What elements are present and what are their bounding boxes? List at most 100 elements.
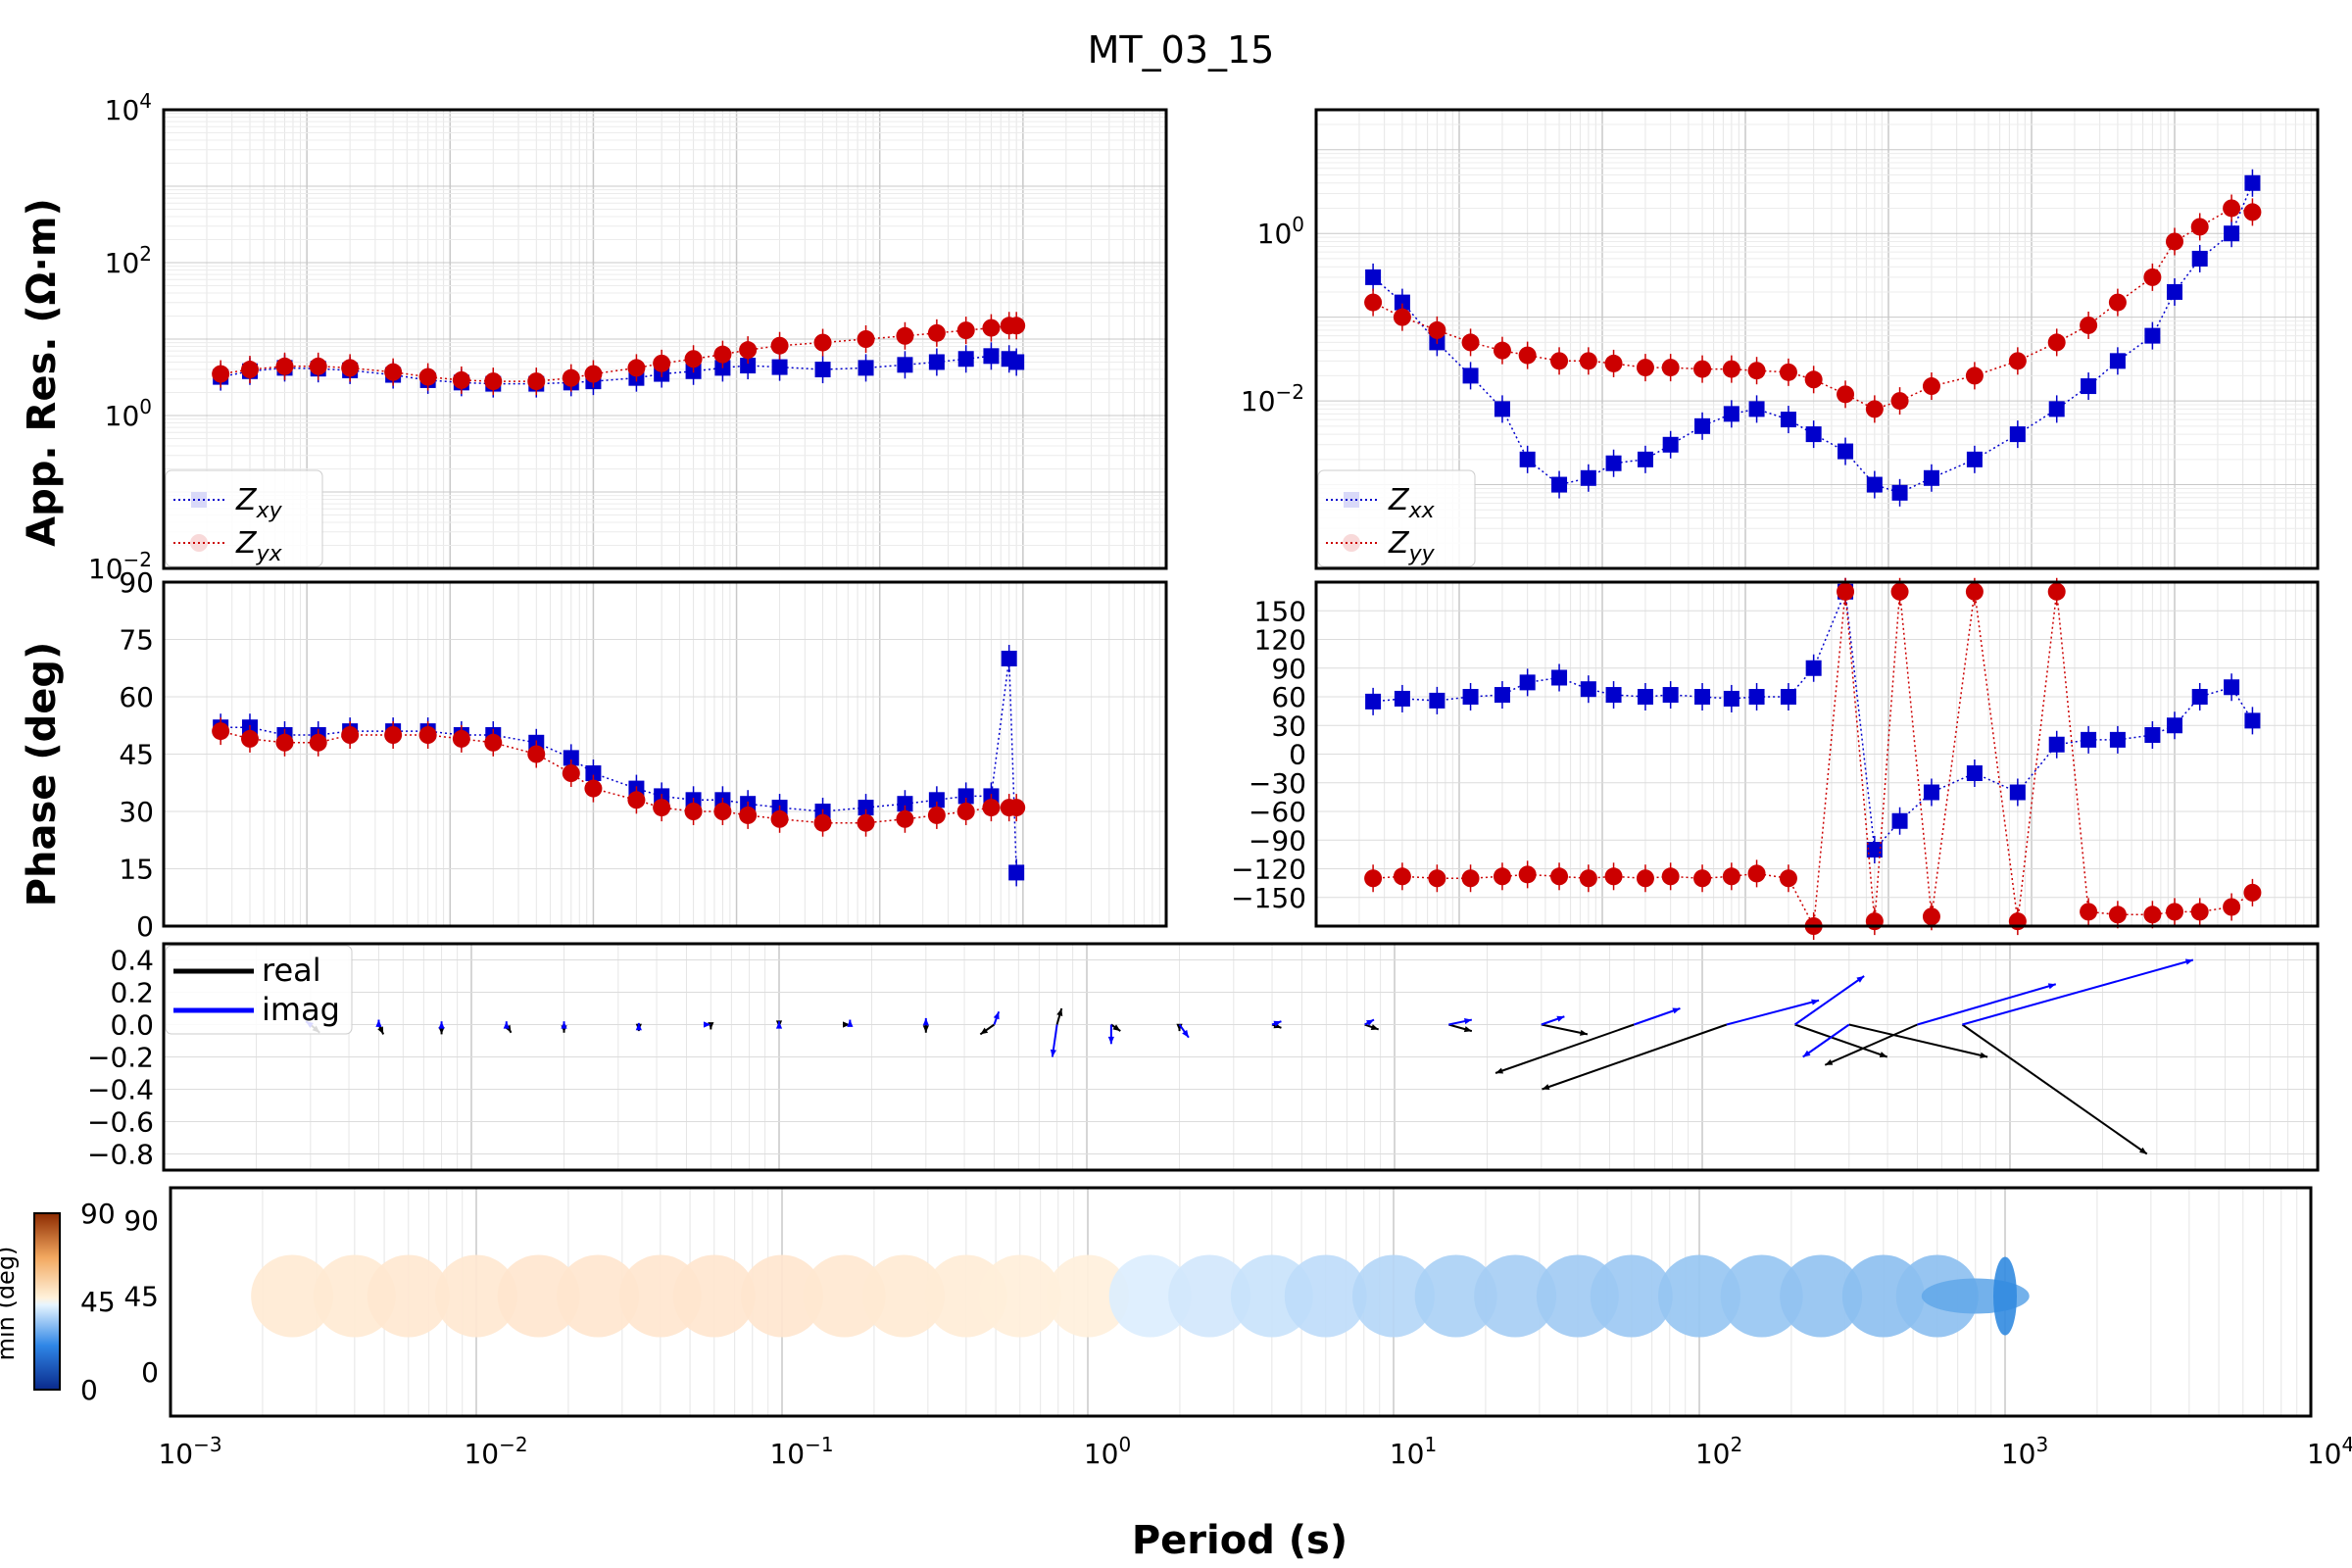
data-point-zyy [1747,864,1766,883]
data-point-zxx [2144,727,2161,743]
data-point-zxy [897,357,913,373]
phase-tensor-ellipse [803,1254,886,1338]
x-tick-label: 10−1 [769,1433,833,1470]
data-point-zyy [2166,232,2183,251]
y-tick-label: 90 [123,1204,159,1237]
y-tick-label: −0.4 [87,1074,154,1106]
data-point-zyx [562,764,580,782]
y-tick-label: 150 [1254,595,1306,627]
data-point-zyx [713,803,732,820]
induction-arrowhead-imag [1050,1049,1056,1057]
data-point-zyx [240,729,259,748]
data-point-zyy [1837,582,1855,601]
data-point-zyy [1461,869,1480,888]
data-point-zyx [739,806,758,824]
data-point-zyy [1518,346,1537,365]
data-point-zyx [982,318,1001,337]
data-point-zxx [1662,436,1679,453]
data-point-zxx [2048,401,2065,417]
legend-label: Zxy [235,483,283,523]
induction-arrowhead-imag [922,1017,929,1026]
series-line-zxy [220,658,1017,873]
induction-arrowhead-real [1879,1052,1887,1058]
data-point-zxx [1748,401,1765,417]
phase-tensor-ellipse [367,1254,450,1338]
data-point-zxx [1394,690,1410,707]
phase-tensor-ellipse [1414,1254,1497,1338]
phase-tensor-ellipse [1108,1254,1192,1338]
induction-arrowhead-imag [503,1021,510,1029]
induction-arrow-imag [1962,958,2194,1026]
data-point-zyy [1804,370,1823,389]
data-point-zyy [1493,867,1511,886]
apparent-resistivity-ylabel: App. Res. (Ω·m) [20,198,65,547]
y-tick-label: 90 [1271,653,1306,685]
y-tick-label: 10−2 [1241,380,1304,417]
data-point-zyx [484,733,503,752]
phase-tensor-ellipse [435,1254,517,1338]
data-point-zyx [956,321,975,340]
data-point-zxy [1008,354,1025,370]
data-point-zyx [484,372,503,391]
data-point-zxx [1462,689,1479,705]
legend-label: imag [262,991,340,1028]
data-point-zxy [858,360,874,376]
data-point-zyy [2108,906,2127,924]
data-point-zyx [684,350,703,368]
data-layer [190,169,2262,1338]
data-point-zyx [418,726,437,744]
data-point-zyy [1393,867,1411,886]
data-point-zxx [2144,327,2161,344]
induction-arrowhead-imag [1802,1050,1811,1057]
x-tick-label: 102 [1695,1433,1742,1470]
data-point-zyy [2243,883,2262,902]
data-point-zyy [2223,898,2241,916]
data-point-zyy [1579,352,1597,370]
data-point-zxy [928,354,945,370]
data-point-zxx [1662,687,1679,704]
data-point-zyy [2190,903,2209,921]
induction-arrowhead-imag [703,1021,711,1028]
data-point-zyx [857,813,875,832]
data-point-zxy [585,765,602,781]
panel-frame [1314,580,2320,928]
induction-arrow-imag [1634,1007,1681,1026]
data-point-zyx [813,813,832,832]
data-point-zxx [1723,406,1740,422]
data-point-zyx [857,330,875,348]
data-point-zyy [1693,360,1712,378]
y-tick-label: −0.6 [87,1106,154,1139]
induction-arrow-real [1848,1023,1988,1058]
data-point-zyy [1779,363,1797,381]
data-point-zxx [1891,812,1908,829]
induction-arrow-real [1961,1023,2148,1155]
x-tick-label: 10−3 [158,1433,221,1470]
induction-arrow-imag [1726,999,1820,1026]
phase-tensor-ellipse [741,1254,823,1338]
induction-arrowhead-real [1370,1024,1379,1030]
data-point-zyx [770,809,789,828]
induction-arrowhead-imag [1811,999,1820,1005]
y-tick-label: −60 [1249,796,1306,828]
data-point-zyy [1518,865,1537,884]
data-point-zxx [1891,484,1908,501]
phase-tensor-ellipse [1168,1254,1251,1338]
data-point-zyy [1693,869,1712,888]
data-point-zyy [1965,367,1984,385]
phase-tensor-ellipse [497,1254,580,1338]
data-point-zxx [2191,250,2208,267]
induction-arrowhead-imag [1273,1020,1282,1027]
legend-label: Zyx [235,526,283,566]
data-point-zyx [739,341,758,360]
induction-arrowhead-real [980,1027,989,1035]
induction-arrowhead-imag [1556,1015,1565,1022]
data-point-zxx [2081,731,2097,748]
data-point-zyy [2008,352,2027,370]
y-tick-label: 100 [105,395,152,432]
data-point-zyy [2190,218,2209,236]
data-point-zyx [452,370,470,389]
panel-frame [1314,108,2320,570]
data-point-zyy [1428,869,1446,888]
x-tick-label: 104 [2307,1433,2352,1470]
induction-arrow-real [1794,1023,1888,1058]
